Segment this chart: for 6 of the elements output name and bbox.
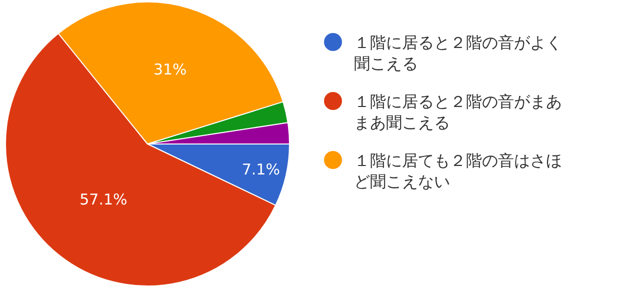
legend-label: １階に居ると２階の音がまあまあ聞こえる <box>354 92 562 132</box>
data-label: 7.1% <box>242 160 280 179</box>
legend-label: １階に居ると２階の音がよく聞こえる <box>354 33 562 73</box>
data-label: 31% <box>153 60 187 79</box>
data-label: 57.1% <box>80 190 128 209</box>
legend-label: １階に居ても２階の音はさほど聞こえない <box>354 151 562 191</box>
